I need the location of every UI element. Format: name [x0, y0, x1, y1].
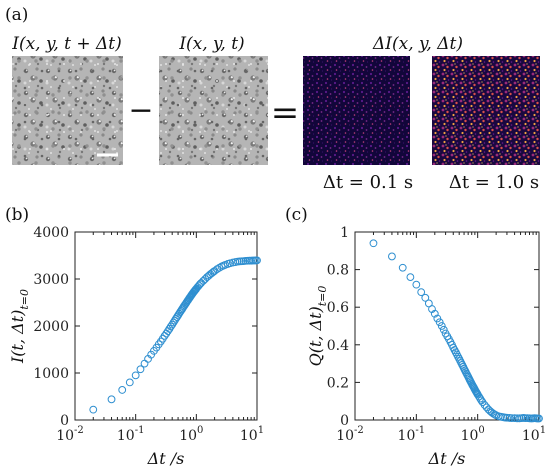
x-tick-label: 100 — [461, 425, 485, 444]
data-point — [406, 273, 415, 282]
data-point — [398, 263, 407, 272]
y-tick-label: 0.4 — [327, 338, 349, 354]
y-tick-label: 2000 — [33, 319, 69, 335]
y-tick-label: 0 — [60, 413, 69, 429]
x-axis-label: Δt /s — [147, 449, 185, 468]
data-point — [369, 239, 378, 248]
data-point — [131, 371, 140, 380]
chart-b: (b) 0 1000 2000 3000 4000 10-2 10-1 100 101 Δt /s… — [5, 205, 264, 468]
data-point — [439, 325, 448, 334]
equals-sign: = — [271, 93, 300, 133]
x-tick-label: 101 — [522, 425, 546, 444]
data-point — [168, 320, 177, 329]
data-point — [417, 288, 426, 297]
y-tick-label: 0.2 — [327, 375, 349, 391]
y-tick-label: 3000 — [33, 272, 69, 288]
data-point — [435, 318, 444, 327]
diff-image-0.1s — [303, 56, 410, 165]
y-axis-label: Q(t, Δt)t=0 — [306, 286, 329, 367]
panel-c-label: (c) — [285, 205, 308, 225]
data-point — [253, 256, 261, 265]
diff2-caption: Δt = 1.0 s — [449, 172, 539, 193]
data-point — [503, 413, 511, 422]
data-point — [213, 265, 222, 274]
data-point — [521, 414, 530, 423]
diff-caption: ΔI(x, y, Δt) — [372, 34, 463, 54]
data-point — [475, 392, 483, 401]
data-point — [136, 365, 145, 374]
data-point — [430, 309, 439, 318]
data-point — [507, 414, 516, 423]
data-point — [480, 401, 489, 409]
frame1-image — [12, 56, 123, 165]
plot-frame — [354, 231, 540, 421]
diff1-caption: Δt = 0.1 s — [323, 172, 413, 193]
minus-sign: − — [128, 93, 153, 128]
x-tick-label: 10-2 — [56, 425, 84, 444]
frame1-caption: I(x, y, t + Δt) — [11, 34, 122, 54]
y-tick-label: 4000 — [33, 225, 69, 241]
data-point — [197, 279, 206, 287]
data-point — [505, 414, 514, 422]
data-point — [535, 414, 543, 423]
data-point — [165, 324, 174, 333]
data-point — [125, 378, 134, 387]
data-point — [209, 268, 218, 276]
data-point — [421, 293, 430, 302]
diff-image-1.0s — [432, 56, 540, 165]
y-tick-label: 1 — [340, 225, 349, 241]
panel-a-label: (a) — [5, 5, 28, 25]
chart-c: (c) 0 0.2 0.4 0.6 0.8 1 10-2 10-1 100 101 Δt /s Q(t… — [285, 205, 546, 468]
x-tick-label: 10-2 — [336, 425, 364, 444]
x-axis-label: Δt /s — [428, 449, 466, 468]
frame2-caption: I(x, y, t) — [178, 34, 244, 54]
frame2-image — [159, 56, 268, 165]
x-tick-label: 10-1 — [117, 425, 145, 444]
data-point — [89, 405, 98, 414]
x-tick-label: 100 — [179, 425, 203, 444]
data-point — [140, 359, 149, 368]
data-point — [107, 395, 116, 404]
data-point — [473, 390, 482, 399]
x-tick-label: 101 — [240, 425, 264, 444]
data-point — [166, 322, 175, 331]
data-point — [388, 252, 396, 261]
data-point — [118, 386, 127, 394]
y-axis-label: I(t, Δt)t=0 — [8, 289, 31, 364]
x-tick-label: 10-1 — [398, 425, 426, 444]
y-tick-label: 0.8 — [327, 263, 349, 279]
y-tick-label: 0.6 — [327, 300, 349, 316]
data-point — [412, 280, 421, 289]
data-point — [194, 281, 203, 290]
y-tick-label: 0 — [340, 413, 349, 429]
data-point — [433, 314, 442, 323]
panel-b-label: (b) — [5, 205, 29, 225]
y-tick-label: 1000 — [33, 366, 69, 382]
data-point — [437, 322, 446, 330]
